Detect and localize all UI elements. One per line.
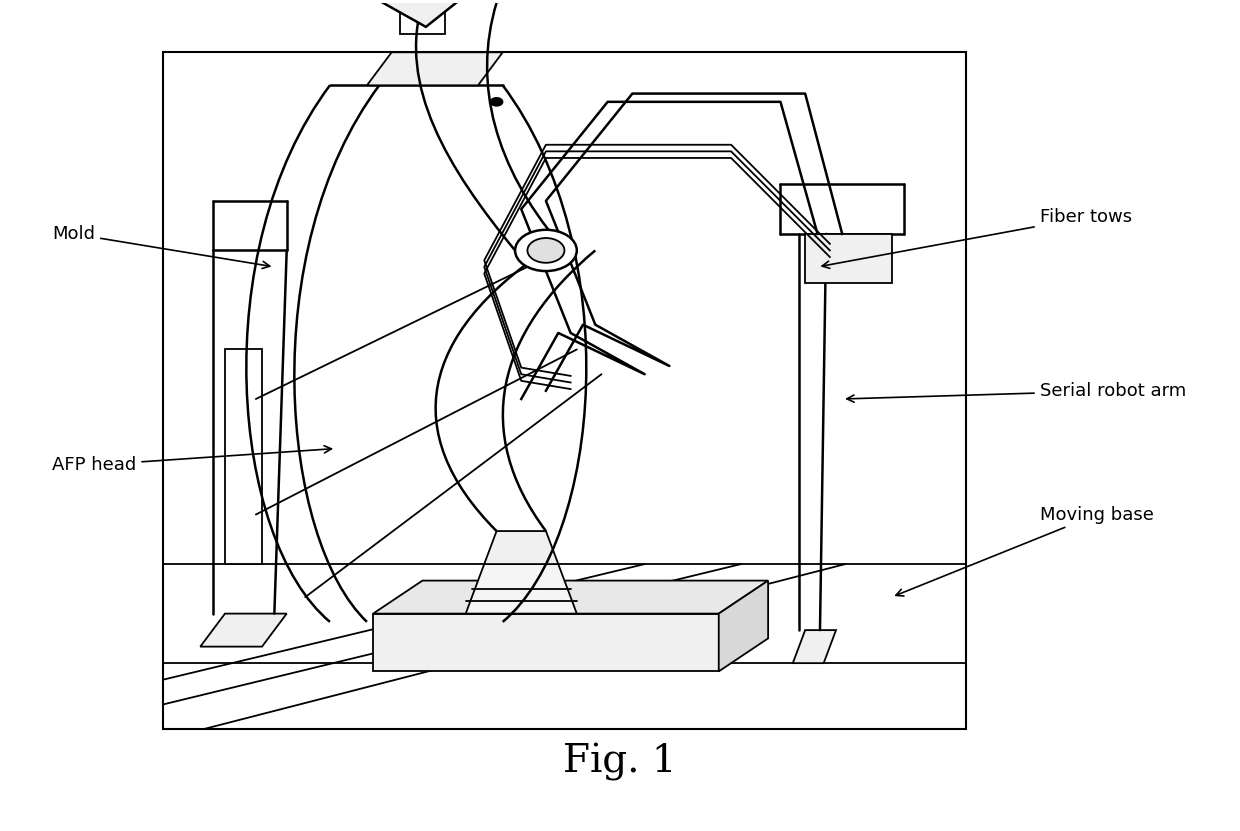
Polygon shape xyxy=(484,531,558,564)
Polygon shape xyxy=(719,581,768,671)
Text: Moving base: Moving base xyxy=(895,505,1153,596)
Bar xyxy=(164,52,966,729)
Polygon shape xyxy=(466,564,577,613)
Text: Fig. 1: Fig. 1 xyxy=(563,743,677,781)
Polygon shape xyxy=(373,581,768,613)
Text: Mold: Mold xyxy=(52,225,270,268)
Polygon shape xyxy=(201,613,286,647)
Circle shape xyxy=(515,230,577,271)
Polygon shape xyxy=(365,0,505,27)
Circle shape xyxy=(490,98,502,106)
Text: Serial robot arm: Serial robot arm xyxy=(847,381,1185,402)
Polygon shape xyxy=(792,630,836,663)
Text: AFP head: AFP head xyxy=(52,445,331,474)
Polygon shape xyxy=(401,4,445,34)
Polygon shape xyxy=(367,52,502,86)
Polygon shape xyxy=(373,613,719,671)
Circle shape xyxy=(527,238,564,263)
Text: Fiber tows: Fiber tows xyxy=(822,209,1132,268)
Polygon shape xyxy=(805,234,892,283)
Polygon shape xyxy=(224,350,262,564)
